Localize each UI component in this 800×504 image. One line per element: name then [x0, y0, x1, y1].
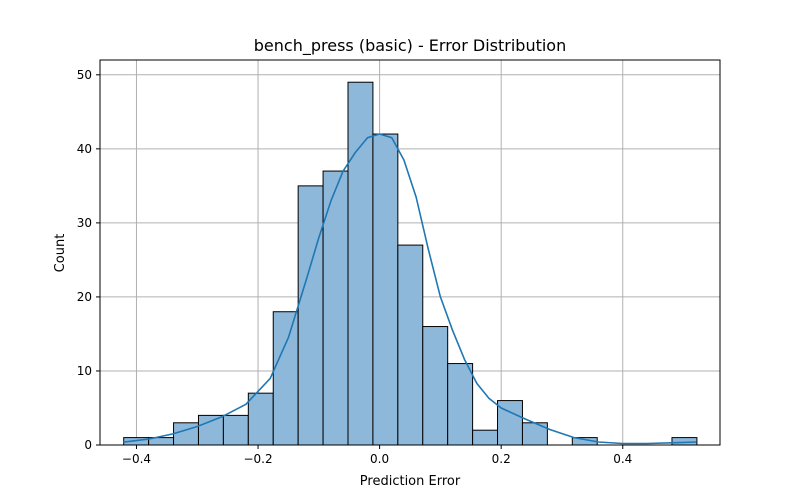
axes [99, 59, 721, 446]
histogram-bar [222, 414, 249, 446]
x-tick-label: 0.0 [370, 452, 389, 466]
histogram-bar [322, 170, 349, 446]
chart-title: bench_press (basic) - Error Distribution [254, 36, 566, 56]
histogram-bar [297, 185, 324, 446]
histogram-bar [447, 363, 474, 446]
histogram-bar [272, 311, 299, 446]
histogram-bar [173, 422, 199, 446]
x-axis-label: Prediction Error [360, 474, 461, 489]
y-tick-label: 0 [84, 438, 92, 452]
y-tick-label: 50 [77, 68, 92, 82]
y-tick-label: 40 [77, 142, 92, 156]
histogram-bar [197, 414, 224, 446]
kde-curve [123, 133, 697, 445]
histogram-bars [123, 81, 698, 446]
x-tick-label: 0.2 [492, 452, 511, 466]
y-axis-label: Count [53, 234, 68, 273]
y-tick-label: 10 [77, 364, 92, 378]
histogram-bar [422, 326, 449, 446]
y-tick-label: 30 [77, 216, 92, 230]
histogram-bar [397, 244, 424, 446]
histogram-bar [247, 392, 274, 446]
histogram-bar [472, 429, 499, 446]
x-tick-label: −0.4 [122, 452, 151, 466]
x-tick-label: 0.4 [613, 452, 632, 466]
y-tick-label: 20 [77, 290, 92, 304]
tick-layer: −0.4 −0.2 0.0 0.2 0.4 0 10 20 30 40 50 [77, 68, 633, 466]
kde-layer [123, 133, 697, 445]
histogram-bar [372, 133, 399, 446]
plot-frame [99, 59, 721, 446]
x-tick-label: −0.2 [243, 452, 272, 466]
